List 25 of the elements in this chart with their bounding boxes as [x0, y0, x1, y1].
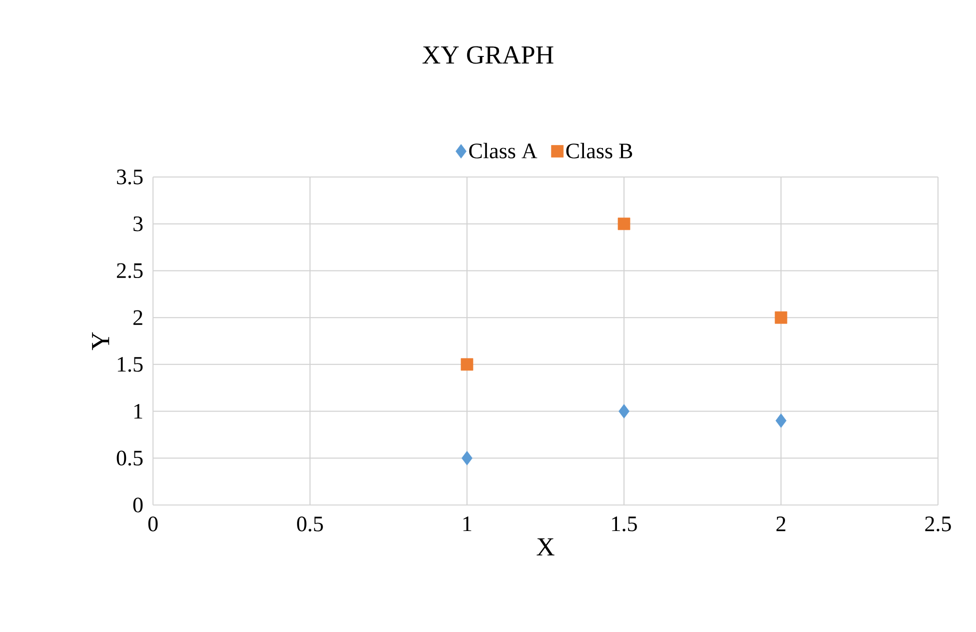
x-tick-label: 2.5 [925, 516, 951, 532]
x-tick-label: 0.5 [297, 516, 323, 532]
point [618, 404, 630, 418]
y-tick-label: 1 [134, 404, 142, 419]
y-tick-label: 0 [133, 498, 143, 512]
point [776, 413, 786, 428]
y-tick-label: 3.5 [117, 170, 143, 184]
y-axis-title: Y [92, 332, 110, 350]
y-tick-label: 0.5 [116, 450, 143, 466]
legend-label: Class B [566, 142, 632, 158]
x-tick-label: 0 [148, 516, 158, 532]
point [618, 218, 630, 230]
point [462, 450, 472, 466]
y-tick-label: 1.5 [118, 357, 143, 372]
x-tick-label: 1.5 [612, 516, 637, 532]
x-tick-label: 1 [463, 516, 472, 532]
point [774, 311, 788, 324]
y-tick-label: 2.5 [116, 263, 143, 278]
y-tick-label: 2 [133, 310, 142, 325]
y-tick-label: 3 [134, 216, 143, 232]
chart-title: XY GRAPH [422, 46, 554, 64]
legend-label: Class A [469, 142, 538, 158]
x-axis-title: X [536, 538, 554, 556]
point [460, 358, 474, 371]
x-tick-label: 2 [776, 516, 786, 532]
